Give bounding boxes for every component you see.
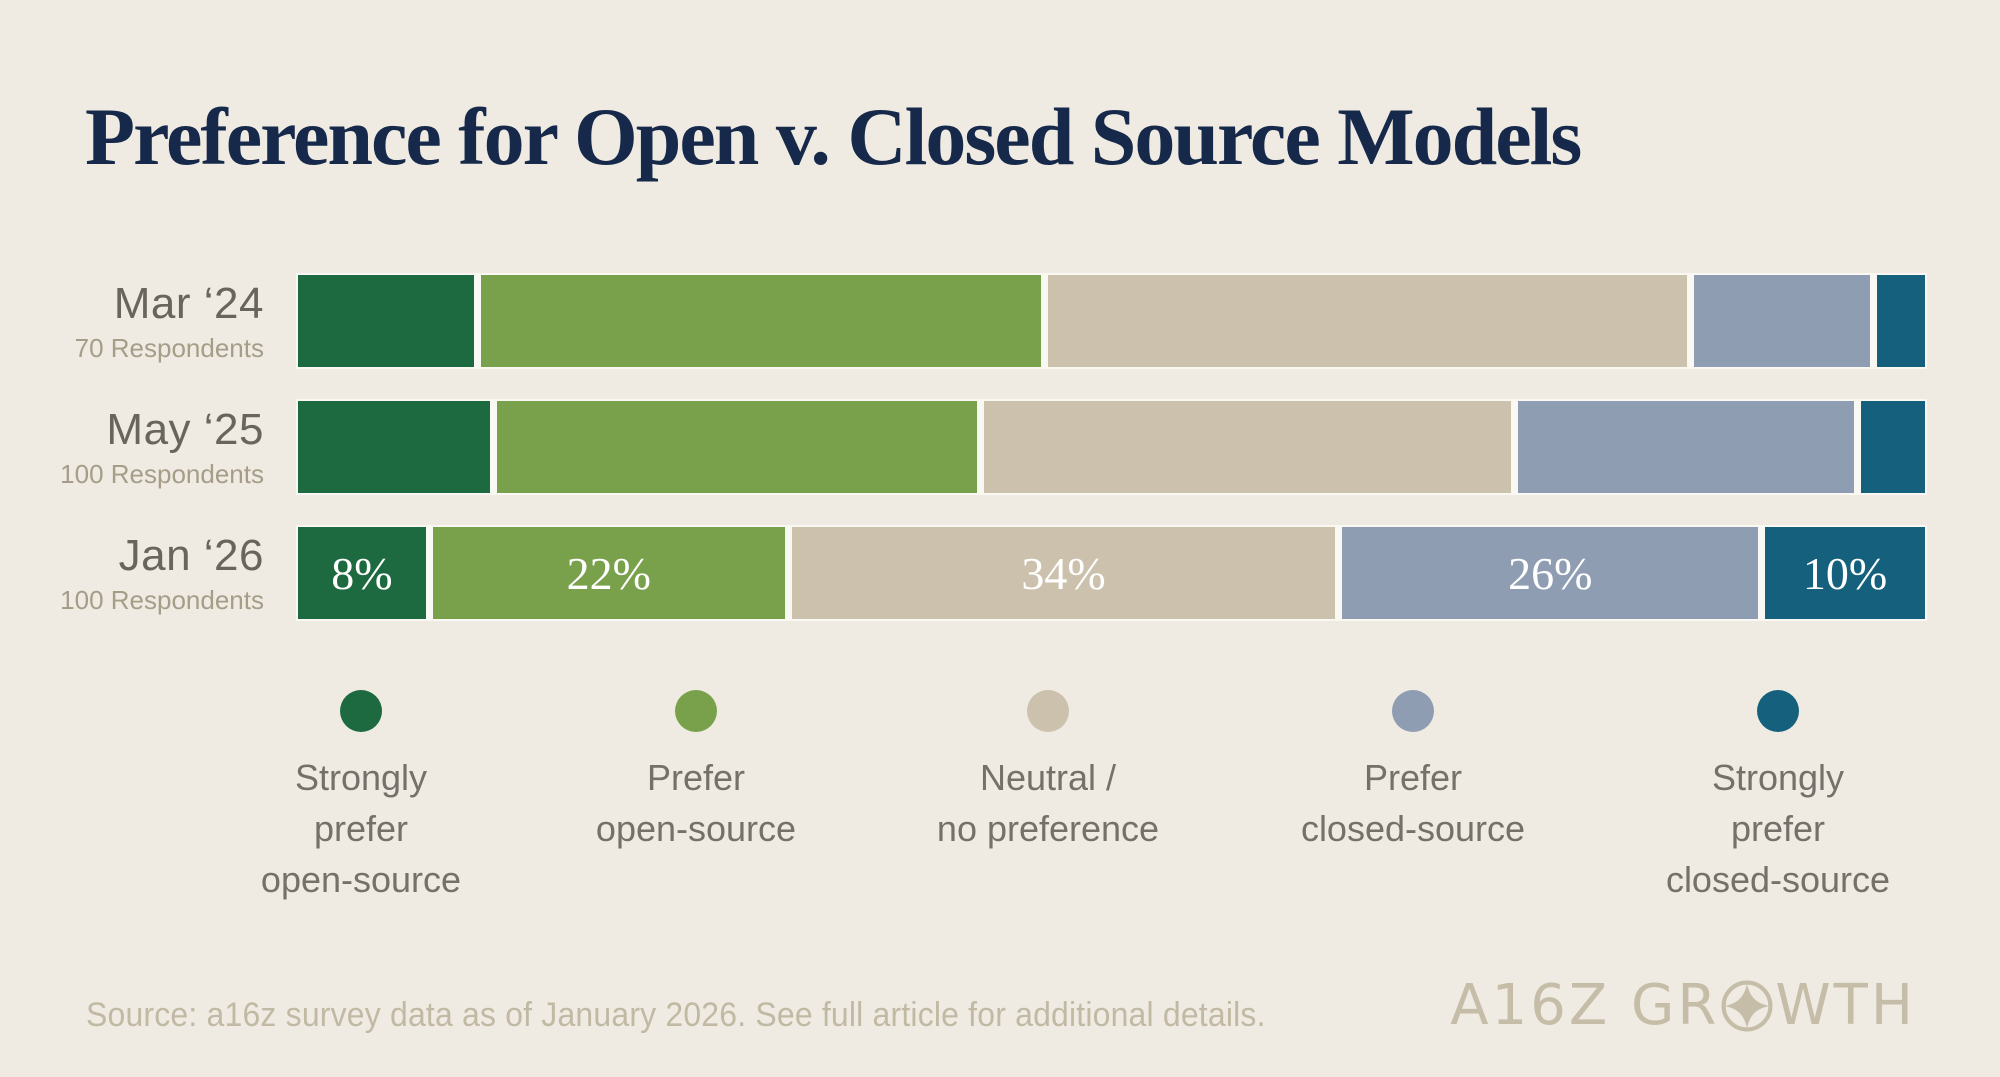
legend-dot xyxy=(1757,690,1799,732)
star-o-icon xyxy=(1721,980,1773,1032)
stacked-bar: 8% 22% 34% 26% 10% xyxy=(296,525,1927,621)
bar-segment xyxy=(1861,401,1925,493)
legend-label-line: Prefer xyxy=(646,757,746,798)
legend-item: Strongly prefer open-source xyxy=(181,690,541,905)
segment-value-label: 34% xyxy=(1021,547,1106,599)
bar-segment xyxy=(298,401,490,493)
row-respondents-label: 70 Respondents xyxy=(74,332,264,363)
chart-title: Preference for Open v. Closed Source Mod… xyxy=(85,91,1582,182)
bar-rows: Mar ‘24 70 Respondents May ‘25 100 Responde… xyxy=(0,273,2000,621)
segment-value-label: 26% xyxy=(1508,547,1593,599)
bar-segment: 22% xyxy=(432,527,785,619)
bar-row: Mar ‘24 70 Respondents xyxy=(0,273,2000,369)
legend-label-line: open-source xyxy=(260,859,462,900)
bar-segment xyxy=(1877,275,1925,367)
legend-dot xyxy=(675,690,717,732)
legend-dot xyxy=(340,690,382,732)
stacked-bar xyxy=(296,273,1927,369)
a16z-growth-logo: A16Z GR WTH xyxy=(1450,978,1916,1034)
legend-label-line: Neutral / xyxy=(979,757,1117,798)
segment-value-label: 8% xyxy=(331,547,393,599)
legend-label-line: Strongly xyxy=(294,757,428,798)
row-category-label: Jan ‘26 xyxy=(118,530,264,580)
row-respondents-label: 100 Respondents xyxy=(60,458,264,489)
bar-segment xyxy=(983,401,1512,493)
bar-segment xyxy=(1047,275,1688,367)
legend-label-line: Prefer xyxy=(1363,757,1463,798)
logo-text-pre: A16Z GR xyxy=(1450,973,1720,1038)
legend-dot xyxy=(1392,690,1434,732)
bar-row: May ‘25 100 Respondents xyxy=(0,399,2000,495)
legend-item: Neutral / no preference xyxy=(868,690,1228,854)
row-label: Jan ‘26 100 Respondents xyxy=(0,525,296,621)
bar-segment xyxy=(1518,401,1855,493)
legend-dot xyxy=(1027,690,1069,732)
row-label: Mar ‘24 70 Respondents xyxy=(0,273,296,369)
bar-segment xyxy=(496,401,977,493)
legend-label-line: prefer xyxy=(313,808,409,849)
bar-row: Jan ‘26 100 Respondents 8% 22% 34% 26% 10% xyxy=(0,525,2000,621)
legend-item: Strongly prefer closed-source xyxy=(1598,690,1958,905)
legend: Strongly prefer open-source Prefer open-sour… xyxy=(0,690,2000,920)
legend-label-line: closed-source xyxy=(1300,808,1526,849)
bar-segment: 34% xyxy=(791,527,1336,619)
legend-label-line: no preference xyxy=(936,808,1160,849)
source-note: Source: a16z survey data as of January 2… xyxy=(86,996,1266,1034)
legend-item: Prefer closed-source xyxy=(1233,690,1593,854)
row-label: May ‘25 100 Respondents xyxy=(0,399,296,495)
segment-value-label: 10% xyxy=(1802,547,1888,599)
legend-label-line: Strongly xyxy=(1711,757,1845,798)
bar-segment xyxy=(298,275,474,367)
legend-label-line: prefer xyxy=(1730,808,1826,849)
legend-label-line: closed-source xyxy=(1665,859,1891,900)
bar-segment xyxy=(480,275,1041,367)
stacked-bar xyxy=(296,399,1927,495)
bar-segment: 26% xyxy=(1342,527,1759,619)
bar-segment: 10% xyxy=(1765,527,1925,619)
row-category-label: May ‘25 xyxy=(106,404,264,454)
segment-value-label: 22% xyxy=(566,547,651,599)
bar-segment xyxy=(1694,275,1871,367)
stacked-bar-chart: Mar ‘24 70 Respondents May ‘25 100 Responde… xyxy=(0,273,2000,651)
row-category-label: Mar ‘24 xyxy=(113,278,264,328)
legend-item: Prefer open-source xyxy=(516,690,876,854)
logo-text-post: WTH xyxy=(1775,973,1916,1038)
row-respondents-label: 100 Respondents xyxy=(60,584,264,615)
bar-segment: 8% xyxy=(298,527,426,619)
legend-label-line: open-source xyxy=(595,808,797,849)
